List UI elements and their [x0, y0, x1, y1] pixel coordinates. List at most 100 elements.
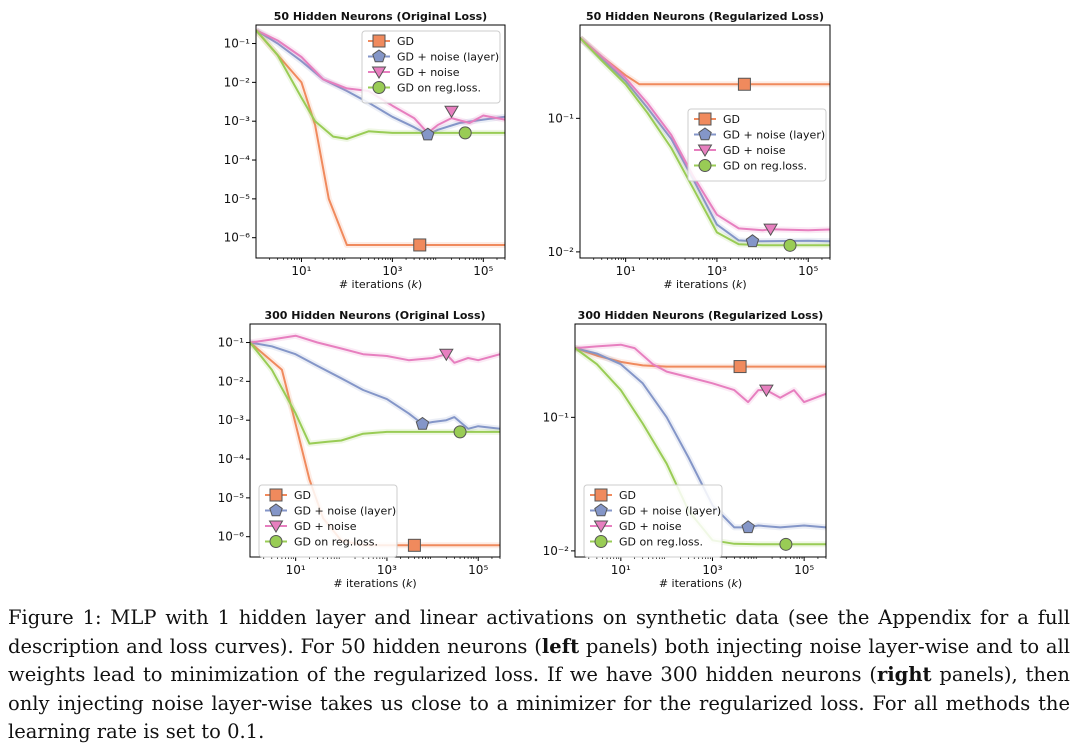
- x-tick-label: 10⁵: [468, 563, 488, 577]
- y-tick-label: 10⁻¹: [548, 111, 575, 125]
- series-marker-3: [438, 348, 454, 362]
- legend-label-2: GD + noise (layer): [619, 505, 721, 518]
- series-line-2: [250, 341, 500, 430]
- legend-marker-4: [594, 535, 608, 548]
- series-marker-2: [745, 234, 760, 248]
- y-tick-label: 10⁻⁵: [224, 192, 251, 206]
- x-axis-label: # iterations (k): [659, 577, 742, 590]
- legend-label-3: GD + noise: [397, 66, 460, 79]
- series-marker-4: [458, 126, 472, 140]
- legend-marker-4: [269, 535, 283, 548]
- legend-label-2: GD + noise (layer): [294, 505, 396, 518]
- x-tick-label: 10⁵: [798, 264, 818, 278]
- legend-marker-2: [698, 127, 712, 141]
- legend-box: [258, 484, 398, 558]
- legend-label-4: GD on reg.loss.: [397, 82, 481, 95]
- caption-text-3: panels), then only injecting noise layer…: [8, 663, 1070, 743]
- x-axis-label: # iterations (k): [663, 278, 746, 291]
- legend: GD GD + noise (layer) GD + noise GD on reg.…: [583, 484, 723, 558]
- series-marker-1: [413, 238, 427, 252]
- legend-box: [687, 108, 827, 182]
- series-line-4: [580, 37, 830, 247]
- legend-marker-3: [593, 520, 609, 533]
- legend-label-3: GD + noise: [294, 520, 357, 533]
- legend-label-3: GD + noise: [723, 144, 786, 157]
- legend-label-4: GD on reg.loss.: [723, 160, 807, 173]
- legend-box: [361, 30, 501, 104]
- caption-bold-right: right: [877, 663, 932, 686]
- series-group: [256, 27, 505, 252]
- x-tick-label: 10³: [377, 563, 397, 577]
- chart-panel-3: 300 Hidden Neurons (Original Loss) 10¹ 10³…: [218, 309, 501, 590]
- series-marker-3: [759, 384, 774, 398]
- series-marker-4: [453, 425, 467, 439]
- y-tick-label: 10⁻⁶: [224, 231, 251, 245]
- x-axis-label: # iterations (k): [333, 577, 416, 590]
- y-tick-label: 10⁻⁶: [218, 530, 245, 544]
- series-marker-4: [783, 238, 797, 252]
- y-tick-label: 10⁻²: [543, 544, 570, 558]
- legend-marker-2: [372, 49, 386, 63]
- y-tick-label: 10⁻¹: [218, 336, 245, 350]
- series-marker-2: [421, 127, 435, 141]
- series-group: [580, 35, 830, 252]
- series-marker-4: [779, 537, 793, 551]
- caption-text-2: panels) both injecting noise layer-wise …: [8, 634, 1070, 687]
- x-tick-label: 10³: [382, 264, 402, 278]
- legend-marker-2: [269, 503, 283, 517]
- series-marker-1: [733, 360, 747, 374]
- axes-frame: [579, 24, 831, 259]
- legend-label-3: GD + noise: [619, 520, 682, 533]
- y-tick-label: 10⁻¹: [543, 410, 570, 424]
- series-marker-3: [444, 105, 459, 119]
- figure-caption: Figure 1: MLP with 1 hidden layer and li…: [8, 604, 1070, 747]
- y-tick-label: 10⁻³: [218, 413, 245, 427]
- legend-label-1: GD: [723, 113, 740, 126]
- chart-panel-1: 50 Hidden Neurons (Original Loss) 10¹ 10³ 1…: [224, 10, 506, 291]
- legend-box: [583, 484, 723, 558]
- panel-title: 50 Hidden Neurons (Original Loss): [274, 10, 487, 23]
- series-line-4: [256, 29, 505, 140]
- x-tick-label: 10³: [707, 264, 727, 278]
- y-tick-label: 10⁻⁵: [218, 491, 245, 505]
- legend-marker-1: [372, 34, 386, 48]
- series-group: [250, 332, 500, 552]
- legend-label-1: GD: [294, 489, 311, 502]
- series-marker-1: [407, 538, 421, 552]
- series-line-3: [580, 37, 830, 232]
- legend: GD GD + noise (layer) GD + noise GD on reg.…: [361, 30, 501, 104]
- chart-panel-2: 50 Hidden Neurons (Regularized Loss) 10¹ 1…: [548, 10, 831, 291]
- figure: 50 Hidden Neurons (Original Loss) 10¹ 10³ 1…: [218, 10, 831, 590]
- y-tick-label: 10⁻³: [224, 114, 251, 128]
- x-tick-label: 10¹: [616, 264, 636, 278]
- x-tick-label: 10⁵: [794, 563, 814, 577]
- y-tick-label: 10⁻²: [218, 374, 245, 388]
- series-line-1: [256, 29, 505, 246]
- panel-title: 300 Hidden Neurons (Regularized Loss): [578, 309, 824, 322]
- series-marker-3: [763, 223, 778, 237]
- legend-marker-1: [594, 488, 608, 502]
- series-marker-1: [737, 77, 751, 91]
- legend-label-1: GD: [397, 35, 414, 48]
- legend-label-4: GD on reg.loss.: [294, 536, 378, 549]
- axes-frame: [255, 24, 506, 259]
- legend-marker-2: [594, 503, 608, 517]
- series-line-4: [250, 341, 500, 445]
- legend-marker-3: [371, 66, 387, 79]
- y-tick-label: 10⁻²: [224, 75, 251, 89]
- legend-label-4: GD on reg.loss.: [619, 536, 703, 549]
- series-line-2: [580, 37, 830, 243]
- legend-marker-3: [697, 144, 713, 157]
- legend-label-2: GD + noise (layer): [397, 51, 499, 64]
- panel-title: 300 Hidden Neurons (Original Loss): [264, 309, 485, 322]
- x-tick-label: 10¹: [286, 563, 306, 577]
- series-line-3: [250, 334, 500, 364]
- series-line-3: [575, 343, 826, 404]
- x-axis-label: # iterations (k): [339, 278, 422, 291]
- legend-marker-3: [268, 520, 284, 533]
- legend-marker-1: [269, 488, 283, 502]
- legend-marker-4: [372, 81, 386, 94]
- legend-label-2: GD + noise (layer): [723, 129, 825, 142]
- legend: GD GD + noise (layer) GD + noise GD on reg.…: [687, 108, 827, 182]
- series-marker-2: [741, 520, 755, 534]
